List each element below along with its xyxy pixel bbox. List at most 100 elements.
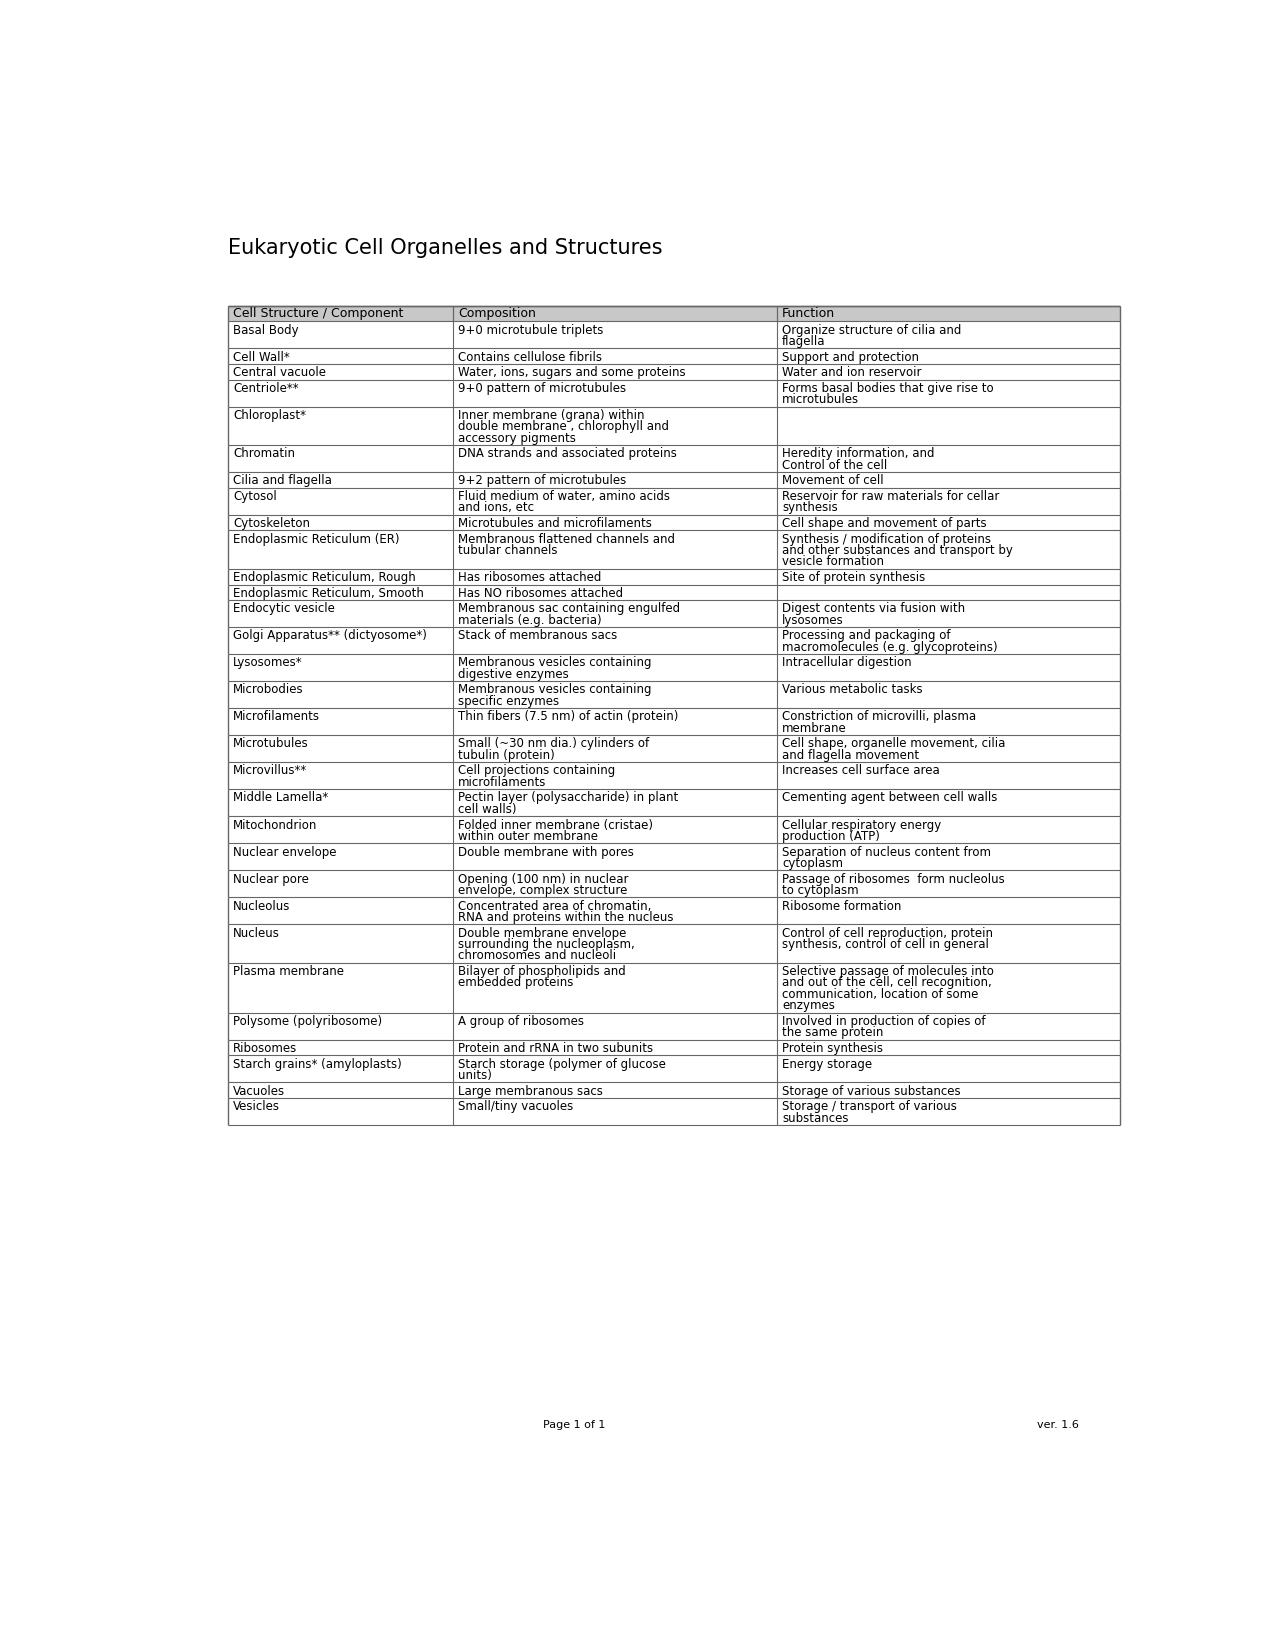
Text: materials (e.g. bacteria): materials (e.g. bacteria): [458, 614, 602, 627]
Bar: [227, 601, 1121, 627]
Bar: [227, 365, 1121, 380]
Text: Microbodies: Microbodies: [233, 683, 303, 696]
Text: 9+0 microtubule triplets: 9+0 microtubule triplets: [458, 323, 603, 337]
Text: and other substances and transport by: and other substances and transport by: [782, 544, 1012, 558]
Text: Contains cellulose fibrils: Contains cellulose fibrils: [458, 350, 602, 363]
Bar: [227, 762, 1121, 789]
Text: 9+2 pattern of microtubules: 9+2 pattern of microtubules: [458, 474, 626, 487]
Bar: [227, 1082, 1121, 1097]
Text: Function: Function: [782, 307, 835, 320]
Text: Movement of cell: Movement of cell: [782, 474, 884, 487]
Text: Starch storage (polymer of glucose: Starch storage (polymer of glucose: [458, 1058, 666, 1071]
Text: Small/tiny vacuoles: Small/tiny vacuoles: [458, 1101, 574, 1114]
Text: Has NO ribosomes attached: Has NO ribosomes attached: [458, 587, 623, 599]
Text: substances: substances: [782, 1112, 849, 1125]
Text: Pectin layer (polysaccharide) in plant: Pectin layer (polysaccharide) in plant: [458, 792, 678, 805]
Text: Protein synthesis: Protein synthesis: [782, 1041, 884, 1054]
Text: within outer membrane: within outer membrane: [458, 830, 598, 843]
Text: Reservoir for raw materials for cellar: Reservoir for raw materials for cellar: [782, 490, 1000, 503]
Text: Control of cell reproduction, protein: Control of cell reproduction, protein: [782, 927, 993, 939]
Text: Nucleus: Nucleus: [233, 927, 280, 939]
Text: Opening (100 nm) in nuclear: Opening (100 nm) in nuclear: [458, 873, 629, 886]
Bar: [227, 531, 1121, 569]
Text: Endoplasmic Reticulum, Rough: Endoplasmic Reticulum, Rough: [233, 571, 416, 584]
Text: Passage of ribosomes  form nucleolus: Passage of ribosomes form nucleolus: [782, 873, 1005, 886]
Text: Energy storage: Energy storage: [782, 1058, 872, 1071]
Text: Increases cell surface area: Increases cell surface area: [782, 764, 940, 777]
Text: Digest contents via fusion with: Digest contents via fusion with: [782, 602, 965, 615]
Text: Has ribosomes attached: Has ribosomes attached: [458, 571, 602, 584]
Text: Microtubules and microfilaments: Microtubules and microfilaments: [458, 516, 652, 530]
Text: Golgi Apparatus** (dictyosome*): Golgi Apparatus** (dictyosome*): [233, 629, 427, 642]
Text: Intracellular digestion: Intracellular digestion: [782, 657, 912, 670]
Text: Endoplasmic Reticulum (ER): Endoplasmic Reticulum (ER): [233, 533, 399, 546]
Bar: [227, 871, 1121, 898]
Text: Cell shape, organelle movement, cilia: Cell shape, organelle movement, cilia: [782, 738, 1006, 751]
Text: Middle Lamella*: Middle Lamella*: [233, 792, 328, 805]
Text: Centriole**: Centriole**: [233, 381, 298, 394]
Text: enzymes: enzymes: [782, 1000, 835, 1011]
Text: to cytoplasm: to cytoplasm: [782, 884, 858, 898]
Bar: [227, 843, 1121, 871]
Text: Lysosomes*: Lysosomes*: [233, 657, 302, 670]
Text: and ions, etc: and ions, etc: [458, 502, 534, 515]
Bar: [227, 348, 1121, 365]
Text: Nuclear envelope: Nuclear envelope: [233, 845, 337, 858]
Text: Large membranous sacs: Large membranous sacs: [458, 1084, 603, 1097]
Text: Ribosomes: Ribosomes: [233, 1041, 297, 1054]
Text: Heredity information, and: Heredity information, and: [782, 447, 935, 460]
Text: Organize structure of cilia and: Organize structure of cilia and: [782, 323, 961, 337]
Text: Plasma membrane: Plasma membrane: [233, 965, 344, 978]
Text: synthesis, control of cell in general: synthesis, control of cell in general: [782, 937, 989, 950]
Bar: [227, 817, 1121, 843]
Text: Double membrane with pores: Double membrane with pores: [458, 845, 634, 858]
Text: Chromatin: Chromatin: [233, 447, 295, 460]
Text: Page 1 of 1: Page 1 of 1: [543, 1421, 606, 1431]
Bar: [227, 380, 1121, 408]
Bar: [227, 1040, 1121, 1056]
Text: Selective passage of molecules into: Selective passage of molecules into: [782, 965, 994, 978]
Text: chromosomes and nucleoli: chromosomes and nucleoli: [458, 949, 616, 962]
Text: Cilia and flagella: Cilia and flagella: [233, 474, 332, 487]
Text: Composition: Composition: [458, 307, 536, 320]
Text: digestive enzymes: digestive enzymes: [458, 668, 569, 681]
Text: surrounding the nucleoplasm,: surrounding the nucleoplasm,: [458, 937, 635, 950]
Text: Microfilaments: Microfilaments: [233, 711, 320, 723]
Bar: [227, 408, 1121, 446]
Text: lysosomes: lysosomes: [782, 614, 844, 627]
Text: Starch grains* (amyloplasts): Starch grains* (amyloplasts): [233, 1058, 402, 1071]
Text: Microvillus**: Microvillus**: [233, 764, 307, 777]
Bar: [227, 681, 1121, 708]
Text: Polysome (polyribosome): Polysome (polyribosome): [233, 1015, 382, 1028]
Bar: [227, 584, 1121, 601]
Text: Control of the cell: Control of the cell: [782, 459, 887, 472]
Text: Vacuoles: Vacuoles: [233, 1084, 286, 1097]
Text: Membranous sac containing engulfed: Membranous sac containing engulfed: [458, 602, 680, 615]
Text: embedded proteins: embedded proteins: [458, 977, 574, 990]
Text: Cytosol: Cytosol: [233, 490, 277, 503]
Text: synthesis: synthesis: [782, 502, 838, 515]
Text: Fluid medium of water, amino acids: Fluid medium of water, amino acids: [458, 490, 669, 503]
Text: Nucleolus: Nucleolus: [233, 899, 291, 912]
Text: Cytoskeleton: Cytoskeleton: [233, 516, 310, 530]
Text: Cell shape and movement of parts: Cell shape and movement of parts: [782, 516, 987, 530]
Bar: [227, 964, 1121, 1013]
Text: production (ATP): production (ATP): [782, 830, 880, 843]
Text: tubular channels: tubular channels: [458, 544, 557, 558]
Text: DNA strands and associated proteins: DNA strands and associated proteins: [458, 447, 677, 460]
Text: Water and ion reservoir: Water and ion reservoir: [782, 366, 922, 380]
Bar: [227, 472, 1121, 488]
Text: cell walls): cell walls): [458, 804, 516, 815]
Bar: [227, 1056, 1121, 1082]
Bar: [227, 322, 1121, 348]
Text: Concentrated area of chromatin,: Concentrated area of chromatin,: [458, 899, 652, 912]
Bar: [227, 1013, 1121, 1040]
Text: Chloroplast*: Chloroplast*: [233, 409, 306, 422]
Text: envelope, complex structure: envelope, complex structure: [458, 884, 627, 898]
Text: Cell Wall*: Cell Wall*: [233, 350, 289, 363]
Bar: [227, 1097, 1121, 1125]
Text: Involved in production of copies of: Involved in production of copies of: [782, 1015, 986, 1028]
Text: units): units): [458, 1069, 492, 1082]
Text: Thin fibers (7.5 nm) of actin (protein): Thin fibers (7.5 nm) of actin (protein): [458, 711, 678, 723]
Text: Folded inner membrane (cristae): Folded inner membrane (cristae): [458, 818, 653, 832]
